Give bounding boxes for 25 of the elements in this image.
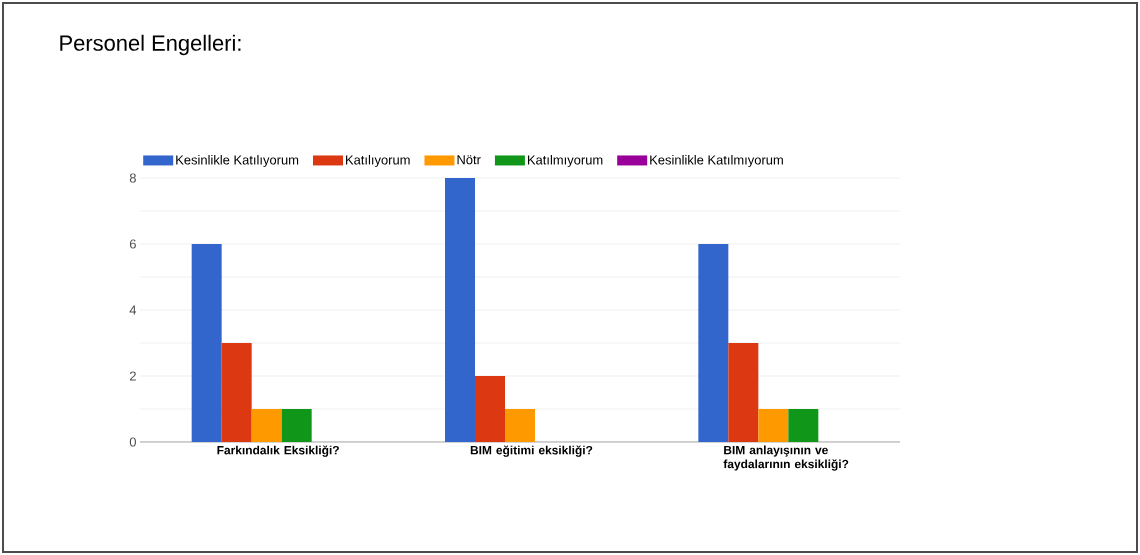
x-tick-label: Farkındalık Eksikliği?	[217, 445, 339, 457]
y-tick-label: 4	[129, 305, 137, 315]
bar	[191, 243, 222, 442]
legend-label: Kesinlikle Katılmıyorum	[650, 155, 783, 168]
bar	[758, 408, 789, 442]
bar	[505, 408, 536, 442]
x-tick-label: BIM eğitimi eksikliği?	[470, 445, 593, 457]
bar	[445, 177, 476, 442]
legend-label: Kesinlikle Katılıyorum	[176, 155, 299, 168]
legend-label: Nötr	[457, 155, 481, 165]
bar	[251, 408, 282, 442]
legend-label: Katılmıyorum	[527, 155, 603, 168]
y-tick-label: 2	[129, 371, 136, 381]
bar	[698, 243, 729, 442]
x-tick-label: BIM anlayışının ve faydalarının eksikliği?	[723, 445, 849, 471]
bar	[728, 342, 759, 442]
chart-title: Personel Engelleri:	[60, 34, 241, 56]
bar	[475, 375, 506, 442]
bar	[281, 408, 312, 442]
y-tick-label: 6	[129, 239, 136, 249]
y-tick-label: 0	[129, 437, 136, 447]
y-tick-label: 8	[129, 173, 136, 183]
legend-label: Katılıyorum	[346, 155, 410, 168]
bar	[221, 342, 252, 442]
bar	[788, 408, 819, 442]
